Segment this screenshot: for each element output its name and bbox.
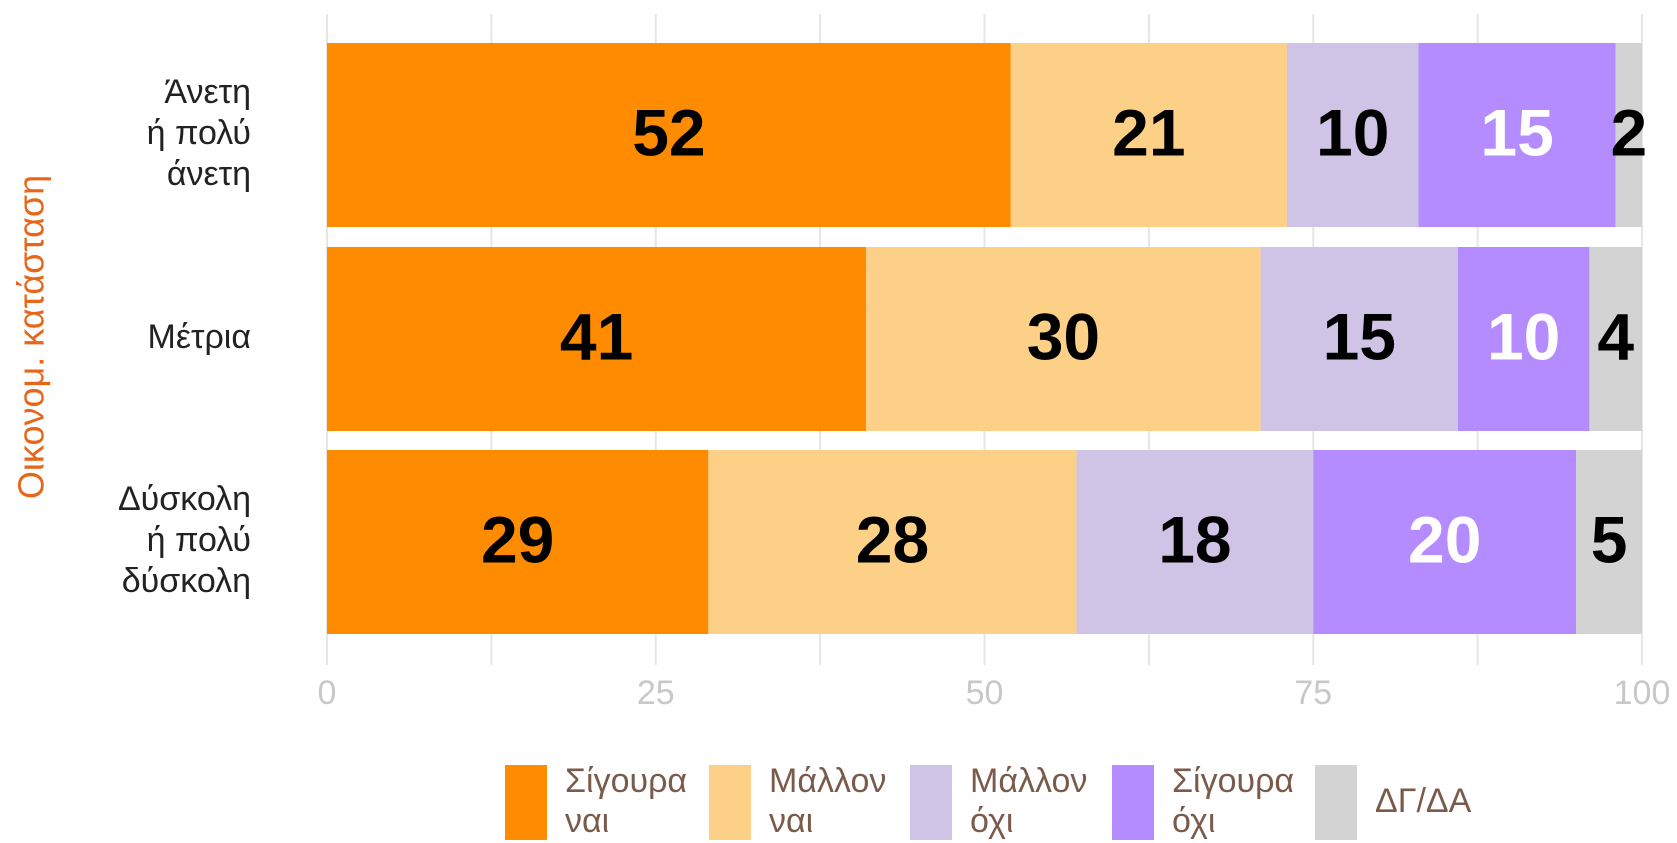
bar-segment bbox=[1010, 43, 1287, 227]
bar-segment bbox=[1313, 450, 1577, 634]
bar-segment bbox=[327, 247, 867, 431]
legend-swatch bbox=[1315, 765, 1357, 840]
data-label: 18 bbox=[1158, 502, 1231, 576]
data-label: 30 bbox=[1027, 299, 1100, 373]
bar-segment bbox=[1418, 43, 1616, 227]
data-label: 29 bbox=[481, 502, 554, 576]
data-label: 10 bbox=[1487, 299, 1560, 373]
x-tick-label: 75 bbox=[1294, 674, 1332, 712]
legend-swatch bbox=[709, 765, 751, 840]
data-label: 15 bbox=[1480, 95, 1553, 169]
legend-swatch bbox=[505, 765, 547, 840]
y-axis-title: Οικονομ. κατάσταση bbox=[11, 175, 52, 499]
data-label: 20 bbox=[1408, 502, 1481, 576]
legend-label: Σίγουρα ναι bbox=[565, 762, 687, 840]
data-label: 21 bbox=[1112, 95, 1185, 169]
x-tick-label: 50 bbox=[966, 674, 1004, 712]
x-tick-label: 0 bbox=[318, 674, 337, 712]
category-label: Δύσκολη ή πολύ δύσκολη bbox=[118, 480, 251, 600]
legend-label: Σίγουρα όχι bbox=[1172, 762, 1294, 840]
bar-segment bbox=[866, 247, 1261, 431]
data-label: 41 bbox=[560, 299, 633, 373]
bar-segment bbox=[1615, 43, 1642, 227]
category-label: Άνετη ή πολύ άνετη bbox=[147, 73, 251, 193]
legend-swatch bbox=[1112, 765, 1154, 840]
category-label: Μέτρια bbox=[148, 318, 251, 356]
data-label: 5 bbox=[1591, 502, 1628, 576]
bar-segment bbox=[1589, 247, 1642, 431]
x-tick-label: 100 bbox=[1614, 674, 1671, 712]
data-label: 10 bbox=[1316, 95, 1389, 169]
legend-label: Μάλλον ναι bbox=[769, 762, 886, 840]
x-tick-label: 25 bbox=[637, 674, 675, 712]
legend-swatch bbox=[910, 765, 952, 840]
bar-segment bbox=[327, 43, 1011, 227]
bar-segment bbox=[1457, 247, 1590, 431]
data-label: 28 bbox=[856, 502, 929, 576]
data-label: 4 bbox=[1597, 299, 1634, 373]
bar-segment bbox=[1286, 43, 1419, 227]
data-label: 15 bbox=[1323, 299, 1396, 373]
legend-label: ΔΓ/ΔΑ bbox=[1375, 782, 1472, 820]
bar-segment bbox=[1576, 450, 1642, 634]
bar-segment bbox=[1260, 247, 1458, 431]
data-label: 52 bbox=[632, 95, 705, 169]
bar-segment bbox=[327, 450, 709, 634]
bar-segment bbox=[1076, 450, 1314, 634]
data-label: 2 bbox=[1610, 95, 1647, 169]
bar-segment bbox=[708, 450, 1077, 634]
legend-label: Μάλλον όχι bbox=[970, 762, 1087, 840]
